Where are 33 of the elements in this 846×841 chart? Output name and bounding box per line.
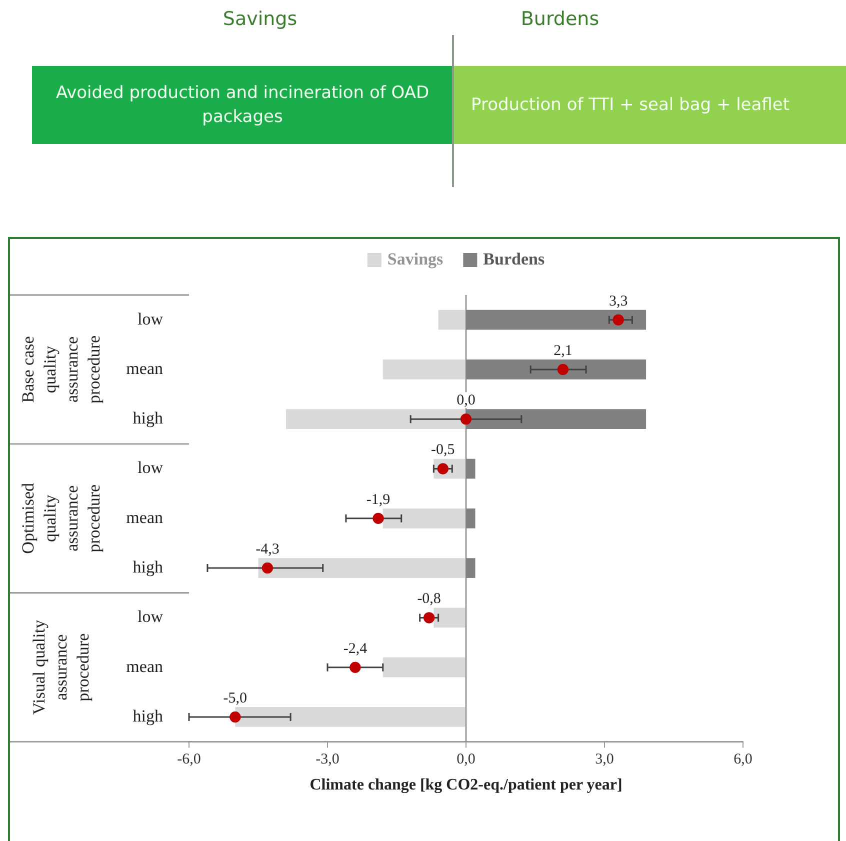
x-tick-label: 3,0 (595, 752, 614, 768)
data-label: -0,5 (431, 442, 455, 458)
text: Burdens (520, 8, 600, 30)
legend-label: Savings (387, 249, 444, 268)
data-label: -0,8 (417, 591, 441, 608)
y-tick-label: low (138, 458, 164, 478)
text: Optimised quality assurance procedure (18, 482, 104, 554)
y-tick-label: low (138, 309, 164, 328)
x-tick-label: 0,0 (456, 752, 476, 768)
y-tick-label: mean (126, 358, 164, 378)
data-label: -5,0 (223, 690, 248, 706)
x-tick-label: -6,0 (177, 752, 201, 768)
x-tick-label: 6,0 (734, 752, 752, 768)
x-axis-title: Climate change [kg CO2-eq./patient per year] (310, 776, 622, 794)
text: Base case quality assurance procedure (18, 335, 104, 404)
label-box: Production of TTI + seal bag + leaflet (453, 66, 846, 144)
legend-label: Burdens (483, 249, 545, 268)
data-label: 0,0 (456, 392, 476, 409)
x-tick-label: -3,0 (316, 752, 340, 768)
y-tick-label: low (138, 607, 164, 626)
data-label: -1,9 (366, 492, 390, 508)
y-tick-label: mean (126, 656, 164, 676)
y-tick-label: high (132, 408, 164, 428)
y-tick-label: high (132, 706, 164, 726)
data-label: -2,4 (343, 640, 368, 657)
y-tick-label: high (132, 558, 164, 577)
data-label: 2,1 (554, 342, 572, 359)
label-box: Avoided production and incineration of OAD packages (32, 66, 453, 144)
y-tick-label: mean (126, 508, 164, 527)
text: Visual quality assurance procedure (29, 619, 92, 715)
data-label: 3,3 (608, 293, 628, 310)
text: Savings (222, 8, 298, 30)
data-label: -4,3 (256, 541, 280, 558)
